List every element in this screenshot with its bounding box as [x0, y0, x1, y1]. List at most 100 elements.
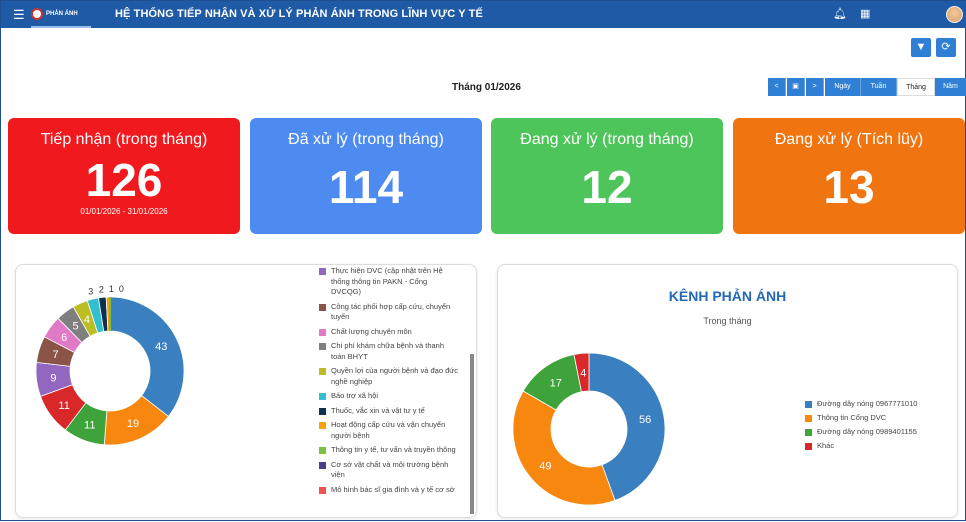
legend-item[interactable]: Đường dây nóng 0967771010 — [805, 399, 917, 408]
chevron-right-icon: > — [812, 83, 817, 90]
legend-swatch — [319, 447, 326, 454]
legend-item[interactable]: Mô hình bác sĩ gia đình và y tế cơ sở — [319, 485, 459, 496]
apps-grid-icon[interactable]: ▦ — [860, 8, 871, 20]
legend-scrollbar[interactable] — [470, 354, 474, 514]
refresh-icon: ⟳ — [941, 41, 951, 53]
legend-item[interactable]: Hoạt động cấp cứu và vận chuyển người bệ… — [319, 420, 459, 441]
category-donut-data-label: 1 — [109, 284, 114, 294]
tab-year[interactable]: Năm — [935, 78, 966, 96]
legend-label: Thông tin Cổng DVC — [817, 413, 887, 422]
legend-item[interactable]: Khác — [805, 441, 917, 450]
legend-label: Thực hiện DVC (cập nhật trên Hệ thống th… — [331, 266, 443, 296]
legend-swatch — [319, 486, 326, 494]
category-donut-data-label: 5 — [72, 321, 78, 333]
card-value: 126 — [85, 154, 163, 206]
legend-item[interactable]: Quyền lợi của người bệnh và đạo đức nghề… — [319, 366, 459, 387]
menu-icon[interactable]: ☰ — [13, 7, 25, 22]
card-accumulated: Đang xử lý (Tích lũy) 13 — [733, 118, 965, 234]
channel-donut-data-label: 56 — [639, 414, 651, 426]
legend-swatch — [319, 303, 326, 311]
card-title: Đã xử lý (trong tháng) — [288, 131, 444, 148]
prev-button[interactable]: < — [768, 78, 786, 96]
legend-item[interactable]: Bảo trợ xã hội — [319, 391, 459, 402]
category-donut-data-label: 2 — [99, 284, 104, 294]
legend-item[interactable]: Chi phí khám chữa bệnh và thanh toán BHY… — [319, 341, 459, 362]
channel-donut-slice[interactable] — [573, 352, 590, 393]
category-donut-slice[interactable] — [109, 296, 185, 418]
legend-label: Chất lượng chuyên môn — [331, 326, 412, 336]
legend-item[interactable]: Thông tin y tế, tư vấn và truyền thông — [319, 445, 459, 456]
legend-label: Công tác phối hợp cấp cứu, chuyển tuyến — [331, 301, 451, 322]
channel-donut-slice[interactable] — [512, 390, 616, 506]
logo-icon — [31, 7, 43, 20]
legend-item[interactable]: Công tác phối hợp cấp cứu, chuyển tuyến — [319, 302, 459, 323]
category-donut-data-label: 0 — [119, 284, 124, 294]
channel-legend: Đường dây nóng 0967771010 Thông tin Cổng … — [805, 399, 917, 455]
category-donut-data-label: 11 — [84, 419, 95, 431]
card-value: 12 — [581, 161, 633, 213]
period-label: Tháng 01/2026 — [452, 82, 521, 93]
legend-label: Chi phí khám chữa bệnh và thanh toán BHY… — [331, 341, 445, 361]
avatar[interactable] — [946, 6, 963, 23]
legend-label: Thông tin y tế, tư vấn và truyền thông — [331, 445, 456, 454]
channel-donut-data-label: 17 — [550, 378, 562, 390]
filter-icon: ▼ — [915, 41, 927, 53]
legend-swatch — [319, 268, 326, 275]
legend-label: Đường dây nóng 0989401155 — [817, 427, 917, 436]
legend-label: Quyền lợi của người bệnh và đạo đức nghề… — [331, 366, 459, 386]
app-title: HỆ THỐNG TIẾP NHẬN VÀ XỬ LÝ PHẢN ÁNH TRO… — [115, 8, 483, 20]
legend-item[interactable]: Thực hiện DVC (cập nhật trên Hệ thống th… — [319, 266, 459, 298]
legend-label: Bảo trợ xã hội — [331, 391, 379, 400]
card-title: Tiếp nhận (trong tháng) — [40, 131, 208, 148]
legend-label: Hoạt động cấp cứu và vận chuyển người bệ… — [331, 420, 446, 440]
category-donut-data-label: 3 — [88, 286, 93, 296]
legend-swatch — [319, 461, 326, 469]
card-title: Đang xử lý (Tích lũy) — [774, 131, 924, 148]
brand-label: PHẢN ÁNH — [46, 10, 78, 17]
refresh-button[interactable]: ⟳ — [936, 38, 956, 57]
legend-swatch — [319, 368, 326, 375]
legend-label: Khác — [817, 441, 835, 450]
card-value: 114 — [328, 161, 404, 213]
card-date-range: 01/01/2026 - 31/01/2026 — [80, 207, 168, 216]
legend-swatch — [805, 443, 812, 450]
channel-donut-data-label: 49 — [539, 461, 551, 473]
legend-item[interactable]: Đường dây nóng 0989401155 — [805, 427, 917, 436]
legend-item[interactable]: Chất lượng chuyên môn — [319, 327, 459, 338]
legend-label: Mô hình bác sĩ gia đình và y tế cơ sở — [331, 484, 455, 494]
channel-chart-subtitle: Trong tháng — [703, 316, 752, 326]
chevron-left-icon: < — [774, 83, 779, 90]
legend-item[interactable]: Cơ sở vật chất và môi trường bệnh viện — [319, 460, 459, 481]
legend-swatch — [319, 328, 326, 336]
tab-week[interactable]: Tuần — [861, 78, 897, 96]
legend-swatch — [319, 407, 326, 415]
brand-tab[interactable]: PHẢN ÁNH — [31, 1, 91, 28]
legend-label: Thuốc, vắc xin và vật tư y tế — [331, 405, 425, 415]
category-donut-data-label: 6 — [61, 332, 67, 344]
legend-label: Cơ sở vật chất và môi trường bệnh viện — [331, 459, 449, 480]
legend-swatch — [805, 429, 812, 436]
card-processed: Đã xử lý (trong tháng) 114 — [250, 118, 482, 234]
top-bar: ☰ PHẢN ÁNH HỆ THỐNG TIẾP NHẬN VÀ XỬ LÝ P… — [1, 1, 966, 28]
channel-donut-slice[interactable] — [588, 352, 666, 501]
category-donut-data-label: 4 — [84, 314, 90, 326]
legend-swatch — [805, 415, 812, 422]
calendar-button[interactable]: ▣ — [787, 78, 805, 96]
filter-button[interactable]: ▼ — [911, 38, 931, 57]
category-donut-data-label: 43 — [155, 341, 167, 353]
card-processing: Đang xử lý (trong tháng) 12 — [491, 118, 723, 234]
category-donut-data-label: 7 — [52, 349, 58, 361]
legend-item[interactable]: Thuốc, vắc xin và vật tư y tế — [319, 406, 459, 417]
card-title: Đang xử lý (trong tháng) — [520, 131, 694, 148]
tab-day[interactable]: Ngày — [825, 78, 861, 96]
bell-icon[interactable]: 🔔︎ — [833, 8, 847, 20]
calendar-icon: ▣ — [792, 83, 799, 90]
legend-item[interactable]: Thông tin Cổng DVC — [805, 413, 917, 422]
legend-swatch — [319, 343, 326, 350]
channel-chart-title: KÊNH PHẢN ÁNH — [668, 288, 787, 304]
tab-month[interactable]: Tháng — [897, 78, 935, 96]
legend-swatch — [805, 401, 812, 408]
legend-label: Đường dây nóng 0967771010 — [817, 399, 918, 408]
next-button[interactable]: > — [806, 78, 824, 96]
